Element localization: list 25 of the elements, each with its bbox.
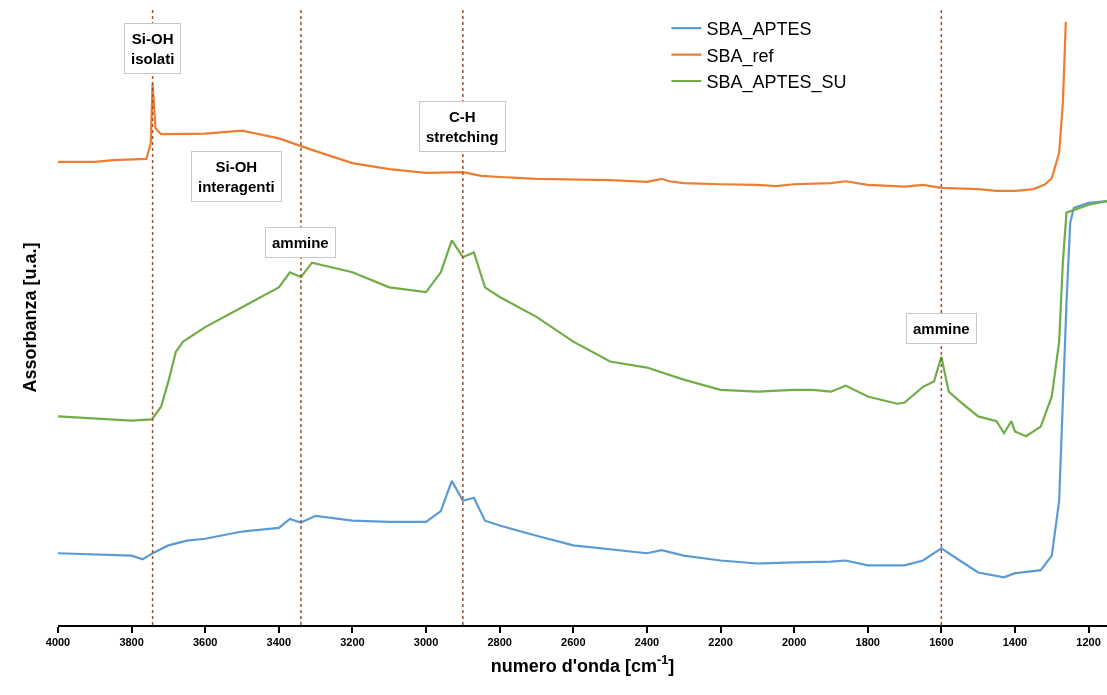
annotation: ammine: [272, 234, 329, 251]
x-tick-label: 1400: [1002, 636, 1028, 649]
x-tick-label: 3800: [119, 636, 144, 649]
x-tick-label: 3400: [266, 636, 292, 649]
y-axis-title: Assorbanza [u.a.]: [20, 242, 41, 393]
annotation: ammine: [913, 320, 970, 337]
annotation: Si-OH isolati: [131, 30, 175, 67]
x-tick-label: 4000: [45, 636, 71, 649]
legend-label: SBA_ref: [706, 45, 775, 67]
x-tick-label: 2000: [781, 636, 807, 649]
x-tick-label: 2200: [708, 636, 733, 649]
x-tick-label: 2600: [561, 636, 586, 649]
legend-label: SBA_APTES_SU: [706, 72, 847, 94]
x-tick-label: 2800: [487, 636, 512, 649]
x-tick-label: 3000: [413, 636, 439, 649]
x-tick-label: 3200: [340, 636, 365, 649]
x-axis-title: numero d'onda [cm$^{-1}$]: [490, 653, 675, 676]
x-tick-label: 1600: [929, 636, 954, 649]
annotation: C-H stretching: [426, 108, 499, 145]
annotation: Si-OH interagenti: [198, 158, 275, 195]
x-tick-label: 3600: [192, 636, 218, 649]
x-tick-label: 2400: [634, 636, 660, 649]
x-tick-label: 1200: [1076, 636, 1101, 649]
legend-label: SBA_APTES: [706, 19, 812, 41]
x-tick-label: 1800: [855, 636, 880, 649]
